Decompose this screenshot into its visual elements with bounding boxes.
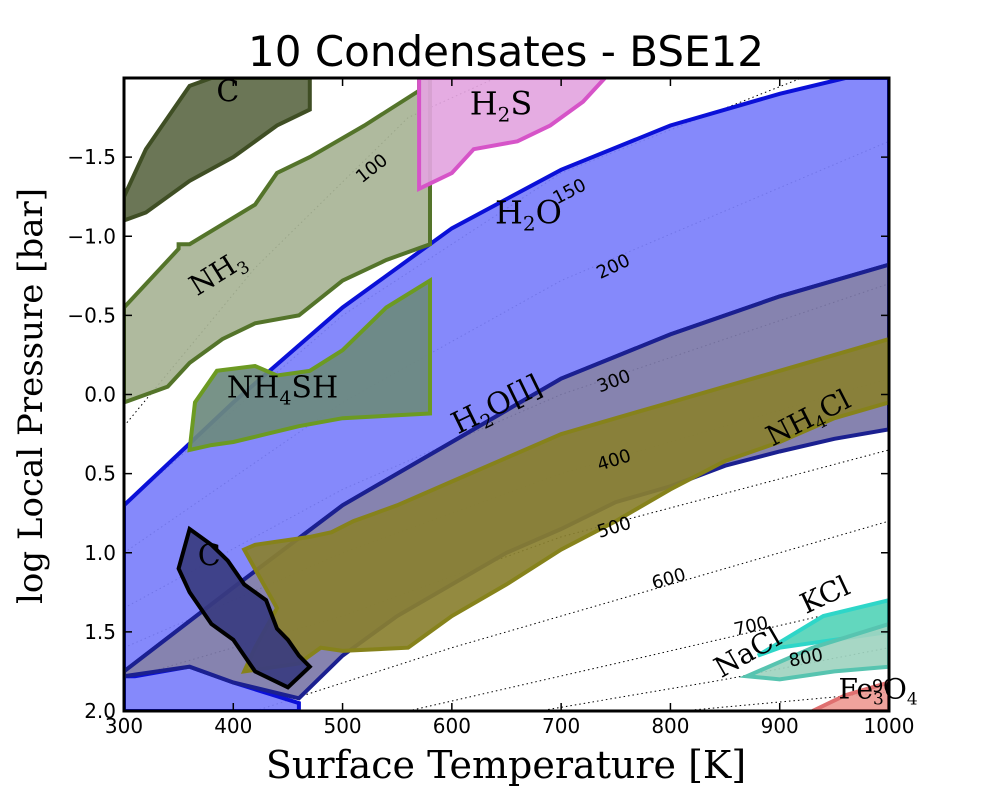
x-axis-label: Surface Temperature [K] xyxy=(266,743,746,787)
y-tick-label: 0.0 xyxy=(84,383,116,407)
y-tick-label: 0.5 xyxy=(84,462,116,486)
chart-title: 10 Condensates - BSE12 xyxy=(248,27,764,76)
region-label-nh4sh: NH4​SH xyxy=(227,371,338,410)
isotherm-line xyxy=(254,520,889,711)
isotherm-line xyxy=(681,691,889,711)
x-tick-label: 900 xyxy=(761,714,799,738)
y-tick-label: 1.5 xyxy=(84,620,116,644)
region-label-c: C xyxy=(216,75,239,110)
y-axis-ticks: −1.5 −1.0 −0.5 0.0 0.5 1.0 1.5 2.0 xyxy=(67,145,889,723)
x-tick-label: 700 xyxy=(542,714,580,738)
region-fe3o4 xyxy=(811,680,889,711)
x-tick-label: 500 xyxy=(323,714,361,738)
y-tick-label: 2.0 xyxy=(84,699,116,723)
x-tick-label: 1000 xyxy=(864,714,915,738)
y-axis-label: log Local Pressure [bar] xyxy=(11,188,51,604)
isotherm-label: 900 xyxy=(872,676,906,697)
x-tick-label: 800 xyxy=(651,714,689,738)
region-kcl xyxy=(756,598,889,658)
region-nh4cl xyxy=(240,337,889,674)
x-tick-label: 600 xyxy=(433,714,471,738)
region-label-fe3o4: Fe3​O4​ xyxy=(839,672,918,709)
region-label-h2o: H2​O xyxy=(495,194,562,236)
y-tick-label: −0.5 xyxy=(67,303,116,327)
region-nh4sh xyxy=(187,277,432,453)
region-label-h2s: H2​S xyxy=(470,84,533,126)
y-tick-label: −1.0 xyxy=(67,224,116,248)
x-tick-label: 400 xyxy=(214,714,252,738)
region-nh3 xyxy=(124,78,432,405)
region-nacl xyxy=(739,621,889,682)
y-tick-label: −1.5 xyxy=(67,145,116,169)
region-label-c: C xyxy=(198,538,221,573)
x-tick-label: 300 xyxy=(105,714,143,738)
region-c xyxy=(124,78,312,223)
region-h2s xyxy=(417,78,608,192)
isotherm-label: 600 xyxy=(649,564,688,594)
x-axis-ticks: 300 400 500 600 700 800 900 1000 xyxy=(105,78,915,738)
y-tick-label: 1.0 xyxy=(84,541,116,565)
region-c xyxy=(176,525,313,690)
